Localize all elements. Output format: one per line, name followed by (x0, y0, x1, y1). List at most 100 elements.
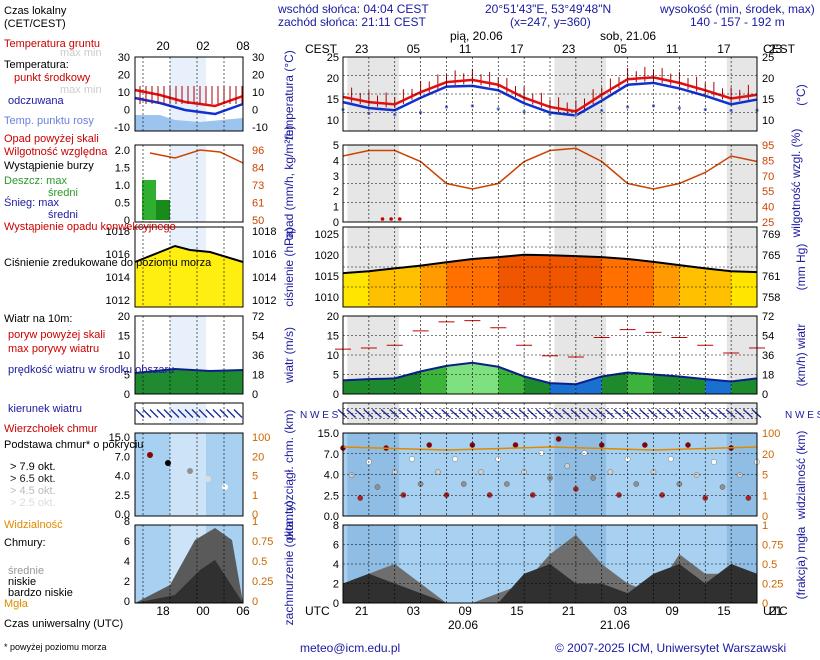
cloud-base-dot (374, 484, 381, 490)
legend-wind-speed: prędkość wiatru w środku obszaru (8, 364, 174, 376)
panel-frame-press (342, 226, 758, 308)
cloud-base-dot (642, 442, 648, 448)
legend-precip-tick: 1.5 (115, 163, 130, 175)
legend-temp-tick: 0 (124, 105, 130, 117)
legend-temp-tick: -10 (114, 122, 130, 134)
legend-precip-tick: 0 (124, 215, 130, 227)
legend-frame (134, 402, 244, 425)
legend-wind-tick: 20 (118, 311, 130, 323)
pressure-area (524, 254, 550, 307)
wind-arrow (553, 408, 564, 419)
pressure-mmhg-tick: 765 (762, 250, 780, 262)
wind-kmh-title: (km/h) wiatr (794, 324, 808, 387)
footnote: * powyżej poziomu morza (4, 642, 107, 652)
wind-kmh-tick: 0 (762, 389, 768, 401)
cloud-base-dot (478, 469, 484, 475)
temp-tick-right: 10 (762, 115, 774, 127)
legend-middle: średnie (8, 565, 44, 577)
pressure-area (575, 256, 602, 307)
cloud-base-dot (357, 495, 363, 501)
utc-tick: 15 (717, 604, 731, 618)
legend-wind-arrow (170, 409, 180, 418)
dew-point-dot (574, 113, 578, 117)
legend-cloud-top: Wierzchołek chmur (4, 423, 98, 435)
legend-very-low: bardzo niskie (8, 587, 73, 599)
legend-soil-sub: max min (60, 47, 102, 59)
sunset-text: zachód słońca: 21:11 CEST (278, 15, 426, 29)
legend-cloud-dot (222, 484, 228, 490)
legend-local-sub: (CET/CEST) (4, 18, 66, 30)
humidity-tick: 55 (762, 186, 774, 198)
wind-arrow (613, 408, 624, 419)
cest-tick: 17 (510, 42, 524, 56)
wind-arrow (432, 408, 443, 419)
cloud-base-dot (719, 484, 726, 490)
utc-label-left: UTC (305, 604, 330, 618)
legend-cloud-dot (147, 452, 153, 458)
legend-night-band (170, 433, 206, 516)
cloud-base-dot (435, 469, 441, 475)
legend-fog-tick: 1 (252, 516, 258, 528)
cloud-base-dot (590, 475, 596, 481)
precip-tick: 0 (333, 217, 339, 229)
day2-label: sob, 21.06 (600, 29, 656, 43)
visibility-tick: 5 (762, 470, 768, 482)
legend-okt: > 7.9 okt. (10, 461, 56, 473)
utc-tick: 09 (665, 604, 679, 618)
cloud-base-tick: 7.0 (324, 449, 339, 461)
wind-arrow (492, 408, 503, 419)
legend-vis-tick: 100 (252, 432, 270, 444)
wind-speed-area (343, 379, 369, 394)
wind-arrow (484, 408, 495, 419)
legend-feels: odczuwana (8, 95, 65, 107)
legend-wind-arrow (149, 409, 159, 418)
wind-arrow (717, 408, 727, 419)
legend-hum-tick: 84 (252, 163, 264, 175)
visibility-tick: 100 (762, 428, 780, 440)
pressure-mmhg-tick: 758 (762, 292, 780, 304)
legend-press-tick: 1014 (106, 272, 130, 284)
elevation-label: wysokość (min, środek, max) (660, 2, 815, 16)
legend-cloud-dot (165, 460, 171, 466)
fog-tick: 0.75 (762, 540, 783, 552)
legend-wind-arrow (198, 409, 208, 418)
legend-press-tick-r: 1012 (252, 295, 276, 307)
legend-okt: > 2.5 okt. (10, 497, 56, 509)
cloud-base-tick: 0.0 (324, 511, 339, 523)
pressure-mmhg-title: (mm Hg) (794, 244, 808, 291)
legend-humidity-line (149, 149, 244, 164)
legend-press-tick-r: 1016 (252, 249, 276, 261)
cloud-base-dot (426, 442, 432, 448)
wind-arrow (441, 408, 451, 419)
legend-wind-tick: 10 (118, 350, 130, 362)
legend-fog-tick: 0.75 (252, 536, 273, 548)
legend-cloud-base: Podstawa chmur* o pokryciu (4, 439, 143, 451)
humidity-tick: 95 (762, 140, 774, 152)
legend-frame (134, 432, 244, 517)
compass-right: N W E S (785, 410, 820, 421)
cest-label-left: CEST (305, 42, 338, 56)
temp-tick-right: 20 (762, 73, 774, 85)
precip-dot (397, 217, 402, 221)
legend-press-tick: 1018 (106, 226, 130, 238)
wind-speed-area (679, 376, 706, 394)
legend-vis-tick: 20 (252, 451, 264, 463)
legend-pressure-line (134, 244, 244, 263)
cest-tick: 11 (666, 42, 679, 56)
panel-frame-wind (342, 315, 758, 395)
legend-temp-tick: 10 (118, 87, 130, 99)
legend-cloud-tick: 8 (124, 516, 130, 528)
wind-speed-area (550, 383, 576, 394)
wind-speed-area (575, 376, 602, 394)
legend-utc-tick: 00 (196, 604, 210, 618)
legend-temperature: Temperatura: (4, 59, 69, 71)
legend-vis-tick: 1 (252, 490, 258, 502)
legend-press-tick: 1012 (106, 295, 130, 307)
legend-base-tick: 15.0 (109, 432, 130, 444)
utc-tick: 03 (407, 604, 421, 618)
utc-label-right: UTC (763, 604, 788, 618)
precip-axis-title: opad (mm/h, kg/m²/h) (282, 126, 296, 241)
precip-tick: 4 (333, 155, 339, 167)
legend-convective: Wystąpienie opadu konwekcyjnego (4, 221, 176, 233)
legend-wind-tick-r: 36 (252, 350, 264, 362)
